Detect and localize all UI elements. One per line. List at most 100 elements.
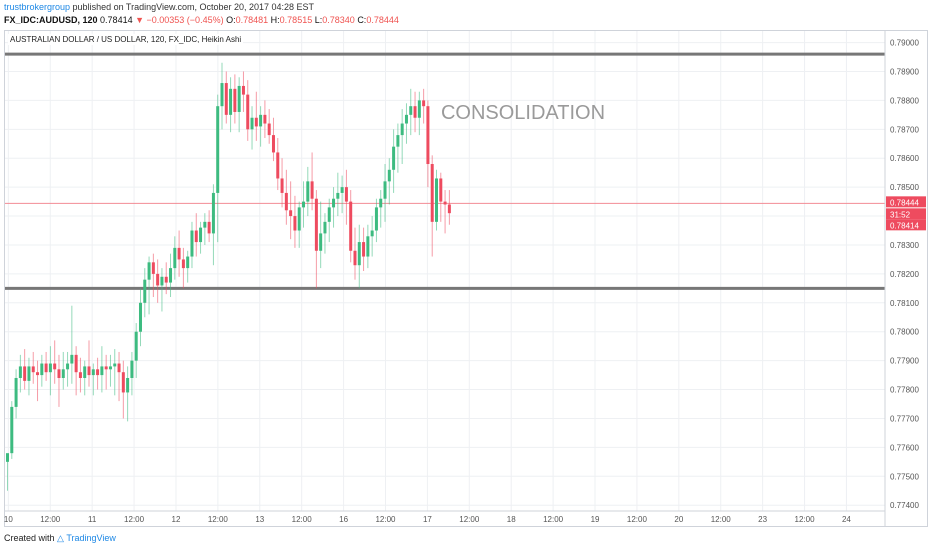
- last-price: 0.78414: [100, 15, 133, 25]
- y-tick-label: 0.78200: [890, 270, 919, 279]
- candle-body: [383, 181, 387, 199]
- candle-body: [216, 106, 220, 193]
- candle-body: [203, 221, 207, 228]
- candle-body: [263, 114, 267, 124]
- y-tick-label: 0.77900: [890, 357, 919, 366]
- x-tick-label: 16: [339, 515, 348, 524]
- close-label: C:: [357, 15, 367, 25]
- candle-body: [387, 169, 391, 182]
- x-tick-label: 12:00: [375, 515, 396, 524]
- candle-body: [138, 302, 142, 332]
- open-label: O:: [226, 15, 236, 25]
- candle-body: [430, 164, 434, 222]
- y-tick-label: 0.78700: [890, 125, 919, 134]
- candle-body: [48, 363, 52, 373]
- footer: Created with △ TradingView: [4, 533, 116, 544]
- x-tick-label: 12:00: [711, 515, 732, 524]
- candle-body: [121, 372, 125, 393]
- x-tick-label: 20: [674, 515, 683, 524]
- candle-body: [254, 117, 258, 127]
- candle-body: [87, 366, 91, 376]
- candle-body: [190, 230, 194, 257]
- candle-body: [186, 256, 190, 269]
- chart-header: trustbrokergroup published on TradingVie…: [0, 0, 932, 30]
- x-tick-label: 12: [172, 515, 181, 524]
- candle-body: [271, 135, 275, 153]
- price-label: 0.78414: [890, 221, 919, 230]
- candle-body: [400, 123, 404, 136]
- candle-body: [250, 117, 254, 130]
- candle-body: [426, 106, 430, 165]
- candle-body: [181, 259, 185, 269]
- x-tick-label: 12:00: [124, 515, 145, 524]
- candle-body: [104, 366, 108, 370]
- candle-body: [336, 192, 340, 199]
- x-tick-label: 19: [591, 515, 600, 524]
- candle-body: [404, 114, 408, 124]
- x-tick-label: 12:00: [459, 515, 480, 524]
- low-label: L:: [314, 15, 323, 25]
- candle-body: [332, 198, 336, 208]
- candle-body: [319, 233, 323, 251]
- candle-body: [297, 207, 301, 231]
- candle-body: [435, 178, 438, 222]
- x-tick-label: 11: [88, 515, 97, 524]
- candle-body: [211, 192, 215, 234]
- candle-body: [156, 273, 160, 286]
- y-tick-label: 0.78900: [890, 67, 919, 76]
- candle-body: [366, 236, 370, 257]
- candle-body: [147, 262, 151, 280]
- candle-body: [417, 100, 421, 118]
- price-axis: 0.79000 0.78900 0.78800 0.78700 0.78600 0.785…: [884, 31, 926, 527]
- candle-body: [14, 377, 18, 407]
- high-label: H:: [270, 15, 280, 25]
- candle-body: [151, 262, 155, 274]
- consolidation-annotation: CONSOLIDATION: [441, 102, 605, 124]
- candle-body: [246, 94, 250, 130]
- level-lines: [5, 52, 885, 290]
- y-tick-label: 0.78800: [890, 96, 919, 105]
- candle-body: [134, 331, 138, 361]
- tradingview-link[interactable]: TradingView: [66, 533, 116, 543]
- series-label: AUSTRALIAN DOLLAR / US DOLLAR, 120, FX_I…: [8, 34, 244, 45]
- candle-body: [293, 216, 297, 231]
- x-tick-label: 12:00: [208, 515, 229, 524]
- y-tick-label: 0.78300: [890, 241, 919, 250]
- candle-body: [259, 114, 263, 127]
- candle-body: [409, 106, 413, 115]
- candle-body: [10, 406, 14, 454]
- candle-body: [66, 363, 70, 370]
- candle-body: [224, 83, 228, 115]
- candle-body: [323, 221, 327, 234]
- price-label-bg: [886, 219, 926, 231]
- candle-body: [370, 230, 374, 237]
- candle-body: [284, 192, 288, 211]
- candle-body: [374, 207, 378, 231]
- candle-body: [143, 279, 147, 303]
- y-tick-label: 0.77600: [890, 443, 919, 452]
- candle-body: [169, 268, 173, 283]
- candle-body: [44, 363, 48, 373]
- price-label: 0.78444: [890, 198, 919, 207]
- low-value: 0.78340: [322, 15, 355, 25]
- candle-body: [70, 354, 74, 364]
- author-link[interactable]: trustbrokergroup: [4, 2, 71, 12]
- candle-body: [173, 247, 177, 269]
- candle-body: [100, 366, 104, 376]
- x-tick-label: 12:00: [292, 515, 313, 524]
- candle-body: [113, 363, 117, 367]
- x-tick-label: 12:00: [627, 515, 648, 524]
- y-tick-label: 0.79000: [890, 39, 919, 48]
- x-tick-label: 18: [507, 515, 516, 524]
- candle-body: [96, 369, 100, 376]
- created-with-text: Created with: [4, 533, 55, 543]
- candle-body: [229, 88, 233, 115]
- x-tick-label: 12:00: [40, 515, 61, 524]
- candle-body: [344, 187, 348, 202]
- y-tick-label: 0.77500: [890, 472, 919, 481]
- candle-body: [280, 178, 284, 193]
- x-tick-label: 12:00: [795, 515, 816, 524]
- candle-body: [61, 369, 65, 378]
- x-tick-label: 17: [423, 515, 432, 524]
